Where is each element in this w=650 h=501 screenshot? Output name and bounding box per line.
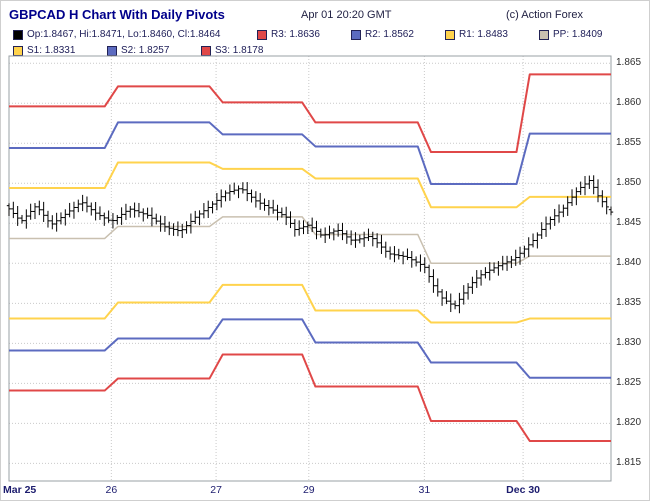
pivot-line-r3 <box>9 73 611 154</box>
pivot-line-s2 <box>9 318 611 379</box>
pivot-line-r2 <box>9 121 611 186</box>
pivot-line-s1 <box>9 283 611 324</box>
gridlines <box>9 56 611 481</box>
r3-swatch-icon <box>257 29 267 40</box>
legend-item-s2: S2: 1.8257 <box>107 45 201 56</box>
legend-label-s3: S3: 1.8178 <box>215 45 264 56</box>
legend-item-r1: R1: 1.8483 <box>445 29 539 40</box>
legend-label-s1: S1: 1.8331 <box>27 45 76 56</box>
legend-label-s2: S2: 1.8257 <box>121 45 170 56</box>
legend-label-ohlc: Op:1.8467, Hi:1.8471, Lo:1.8460, Cl:1.84… <box>27 29 221 40</box>
legend-label-r2: R2: 1.8562 <box>365 29 414 40</box>
pivot-line-s3 <box>9 353 611 442</box>
legend-item-s3: S3: 1.8178 <box>201 45 295 56</box>
s3-swatch-icon <box>201 45 211 56</box>
legend-item-r3: R3: 1.8636 <box>257 29 351 40</box>
pp-swatch-icon <box>539 29 549 40</box>
legend-row-1: Op:1.8467, Hi:1.8471, Lo:1.8460, Cl:1.84… <box>13 29 633 40</box>
legend-item-ohlc: Op:1.8467, Hi:1.8471, Lo:1.8460, Cl:1.84… <box>13 29 257 40</box>
legend-item-s1: S1: 1.8331 <box>13 45 107 56</box>
chart-timestamp: Apr 01 20:20 GMT <box>301 9 392 21</box>
s2-swatch-icon <box>107 45 117 56</box>
legend-row-2: S1: 1.8331 S2: 1.8257 S3: 1.8178 <box>13 45 295 56</box>
legend-label-r1: R1: 1.8483 <box>459 29 508 40</box>
plot-border <box>8 55 612 482</box>
r2-swatch-icon <box>351 29 361 40</box>
copyright-label: (c) Action Forex <box>506 9 584 21</box>
pivot-line-pp <box>9 216 611 265</box>
candlesticks <box>6 175 614 314</box>
s1-swatch-icon <box>13 45 23 56</box>
ohlc-swatch-icon <box>13 29 23 40</box>
chart-title: GBPCAD H Chart With Daily Pivots <box>9 7 225 22</box>
legend-label-pp: PP: 1.8409 <box>553 29 603 40</box>
pivot-line-r1 <box>9 161 611 209</box>
r1-swatch-icon <box>445 29 455 40</box>
pivot-lines <box>9 73 611 442</box>
legend-item-r2: R2: 1.8562 <box>351 29 445 40</box>
legend-item-pp: PP: 1.8409 <box>539 29 633 40</box>
legend-label-r3: R3: 1.8636 <box>271 29 320 40</box>
